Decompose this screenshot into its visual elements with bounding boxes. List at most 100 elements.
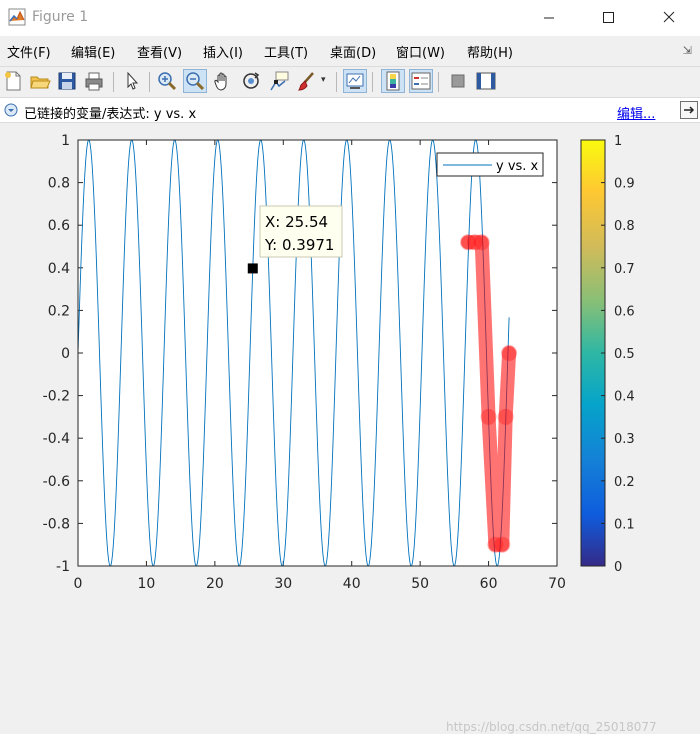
colorbar-icon — [386, 71, 400, 91]
plot-svg: 10.80.60.40.20-0.2-0.4-0.6-0.8-1 0 10 20 30… — [43, 133, 635, 592]
pointer-icon — [127, 71, 139, 90]
data-cursor-button[interactable] — [268, 70, 290, 92]
menu-insert[interactable]: 插入(I) — [203, 46, 243, 61]
arrow-button[interactable] — [680, 101, 698, 119]
x-tick-label: 0 — [74, 576, 83, 592]
link-plot-button[interactable] — [343, 69, 367, 93]
hide-plot-tools-button[interactable] — [447, 70, 469, 92]
datatip-marker[interactable] — [247, 263, 258, 274]
toolbar-separator — [438, 72, 439, 92]
brush-button[interactable] — [296, 70, 318, 92]
toolbar-separator — [372, 72, 373, 92]
brushed-point[interactable] — [494, 536, 511, 553]
brushed-point[interactable] — [466, 234, 483, 251]
menu-file[interactable]: 文件(F) — [7, 46, 51, 61]
toolbar-separator — [113, 72, 114, 92]
x-tick-label: 40 — [343, 576, 361, 592]
brushed-point[interactable] — [460, 234, 477, 251]
colorbar-tick-label: 0.7 — [614, 262, 635, 277]
datatip[interactable]: X: 25.54 Y: 0.3971 — [247, 205, 343, 274]
datatip-x-label: X: 25.54 — [265, 213, 328, 231]
brushed-trace — [461, 235, 517, 552]
y-tick-label: -1 — [56, 559, 70, 575]
brush-icon — [297, 72, 314, 91]
window-title: Figure 1 — [32, 9, 89, 25]
menu-help[interactable]: 帮助(H) — [467, 46, 513, 61]
colorbar-tick-label: 0.9 — [614, 177, 635, 192]
colorbar-tick-label: 0.6 — [614, 304, 635, 319]
x-tick-label: 60 — [480, 576, 498, 592]
x-tick-label: 10 — [138, 576, 156, 592]
edit-link[interactable]: 编辑... — [617, 107, 656, 122]
legend[interactable]: y vs. x — [436, 152, 544, 177]
colorbar-tick-label: 1 — [614, 134, 622, 149]
maximize-button[interactable] — [586, 4, 632, 32]
zoom-in-button[interactable] — [156, 70, 178, 92]
menu-view[interactable]: 查看(V) — [137, 46, 183, 61]
linked-expression-text: 已链接的变量/表达式: y vs. x — [24, 107, 197, 122]
series-line[interactable] — [78, 140, 510, 566]
x-axis: 0 10 20 30 40 50 60 70 — [74, 140, 566, 592]
close-icon — [663, 11, 675, 23]
close-button[interactable] — [646, 4, 692, 32]
legend-button[interactable] — [409, 69, 433, 93]
maximize-icon — [603, 12, 614, 23]
toolbar-separator — [149, 72, 150, 92]
save-button[interactable] — [56, 70, 78, 92]
x-tick-label: 70 — [548, 576, 566, 592]
data-cursor-icon — [270, 71, 289, 91]
dock-icon[interactable]: ⇲ — [682, 44, 692, 57]
x-tick-label: 50 — [411, 576, 429, 592]
chevron-down-icon[interactable] — [4, 103, 18, 117]
colorbar-tick-label: 0.8 — [614, 219, 635, 234]
toolbar-separator — [336, 72, 337, 92]
colorbar-tick-label: 0.4 — [614, 390, 635, 405]
minimize-icon — [544, 17, 554, 19]
pan-icon — [214, 72, 227, 91]
menu-edit[interactable]: 编辑(E) — [71, 46, 116, 61]
x-tick-label: 30 — [274, 576, 292, 592]
figure-canvas: 1 0.8 0.6 0.4 0.2 0 -0.2 -0.4 -0.6 -0.8 -1 0 10 20 30… — [0, 123, 700, 734]
open-icon — [30, 76, 51, 89]
colorbar-tick-label: 0.2 — [614, 475, 635, 490]
brushed-points[interactable] — [460, 234, 518, 553]
watermark-text: https://blog.csdn.net/qq_25018077 — [446, 720, 657, 734]
brushed-point[interactable] — [473, 234, 490, 251]
menu-window[interactable]: 窗口(W) — [396, 46, 445, 61]
new-figure-button[interactable] — [2, 70, 24, 92]
axes-box — [77, 139, 558, 567]
y-tick-label: 1 — [61, 133, 70, 149]
menu-tools[interactable]: 工具(T) — [264, 46, 309, 61]
edit-plot-button[interactable] — [121, 70, 143, 92]
print-icon — [85, 72, 103, 91]
menu-desktop[interactable]: 桌面(D) — [330, 46, 377, 61]
pan-button[interactable] — [212, 70, 234, 92]
minimize-button[interactable] — [526, 4, 572, 32]
y-axis: 1 0.8 0.6 0.4 0.2 0 -0.2 -0.4 -0.6 -0.8 -1 — [43, 133, 557, 575]
print-button[interactable] — [83, 70, 105, 92]
legend-icon — [411, 72, 431, 90]
show-plot-tools-button[interactable] — [475, 70, 497, 92]
y-tick-label: -0.6 — [43, 474, 70, 490]
colorbar-ticks: 1 0.9 0.8 0.7 0.6 0.5 0.4 0.3 0.2 0.1 0 — [601, 134, 635, 575]
open-file-button[interactable] — [29, 70, 51, 92]
y-tick-label: 0 — [61, 346, 70, 362]
linked-variables-bar: 已链接的变量/表达式: y vs. x 编辑... — [0, 98, 700, 123]
datatip-box — [259, 205, 343, 258]
brushed-point[interactable] — [480, 408, 497, 425]
colorbar-tick-label: 0.3 — [614, 432, 635, 447]
brushed-point[interactable] — [501, 345, 518, 361]
y-tick-label: -0.2 — [43, 389, 70, 405]
datatip-y-label: Y: 0.3971 — [264, 236, 334, 254]
x-tick-label: 20 — [206, 576, 224, 592]
colorbar-button[interactable] — [381, 69, 405, 93]
y-tick-label: 0.2 — [48, 303, 70, 319]
zoom-out-button[interactable] — [183, 69, 207, 93]
brushed-point[interactable] — [487, 536, 504, 553]
legend-entry: y vs. x — [496, 159, 539, 174]
brushed-point[interactable] — [497, 408, 514, 425]
rotate-3d-button[interactable] — [240, 70, 262, 92]
y-tick-label: 0.6 — [48, 218, 70, 234]
brush-dropdown-icon[interactable]: ▾ — [321, 75, 326, 85]
new-figure-icon — [5, 71, 21, 91]
